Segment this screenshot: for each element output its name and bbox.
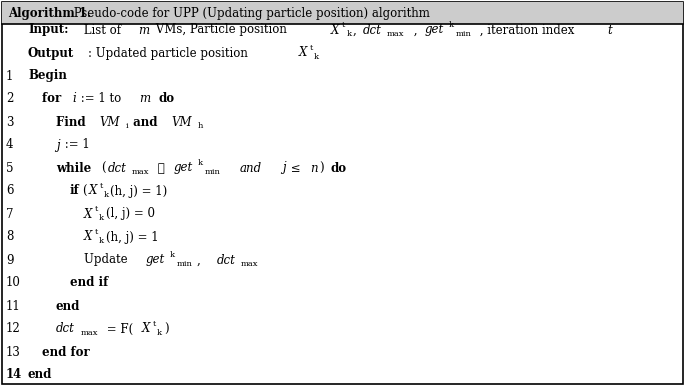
Text: max: max	[80, 329, 98, 337]
Text: min: min	[177, 260, 192, 268]
Text: k: k	[170, 251, 175, 259]
Text: k: k	[198, 159, 203, 167]
Text: Update: Update	[84, 254, 132, 266]
Text: max: max	[240, 260, 258, 268]
Text: dct: dct	[362, 24, 382, 37]
Text: max: max	[132, 168, 149, 176]
Text: 6: 6	[6, 185, 14, 198]
Text: Output: Output	[28, 46, 74, 59]
Text: 2: 2	[6, 93, 14, 105]
Text: 12: 12	[6, 322, 21, 335]
Text: do: do	[330, 161, 347, 174]
Text: (l, j) = 0: (l, j) = 0	[105, 208, 155, 220]
Text: do: do	[158, 93, 174, 105]
Text: VM: VM	[99, 115, 120, 129]
Text: k: k	[157, 329, 162, 337]
Text: 4: 4	[6, 139, 14, 151]
Text: while: while	[56, 161, 91, 174]
Text: X: X	[84, 208, 92, 220]
Text: 14: 14	[6, 369, 22, 381]
Text: 5: 5	[6, 161, 14, 174]
Text: get: get	[145, 254, 164, 266]
Text: k: k	[99, 237, 104, 245]
Text: X: X	[142, 322, 150, 335]
Text: t: t	[95, 228, 98, 236]
Text: t: t	[95, 205, 98, 213]
Text: ,: ,	[197, 254, 212, 266]
Text: for: for	[42, 93, 65, 105]
Text: := 1: := 1	[61, 139, 90, 151]
Text: k: k	[449, 21, 454, 29]
Text: , iteration index: , iteration index	[476, 24, 578, 37]
Text: n: n	[310, 161, 317, 174]
Text: ,: ,	[410, 24, 421, 37]
Text: Input:: Input:	[28, 24, 68, 37]
Text: end if: end if	[70, 276, 108, 290]
Text: j: j	[56, 139, 60, 151]
Text: k: k	[99, 214, 104, 222]
Text: k: k	[347, 30, 351, 38]
Text: t: t	[310, 44, 313, 52]
Text: dct: dct	[216, 254, 235, 266]
Text: get: get	[424, 24, 443, 37]
Text: 7: 7	[6, 208, 14, 220]
Text: := 1 to: := 1 to	[77, 93, 125, 105]
Text: Begin: Begin	[28, 69, 67, 83]
Text: ): )	[319, 161, 328, 174]
Text: X: X	[88, 185, 97, 198]
Text: k: k	[314, 53, 319, 61]
Text: (: (	[83, 185, 87, 198]
Text: (h, j) = 1: (h, j) = 1	[105, 230, 158, 244]
Text: 10: 10	[6, 276, 21, 290]
Text: k: k	[103, 191, 109, 199]
Text: 1: 1	[6, 69, 14, 83]
Text: (h, j) = 1): (h, j) = 1)	[110, 185, 168, 198]
Text: Find: Find	[56, 115, 90, 129]
Text: dct: dct	[56, 322, 75, 335]
Text: (: (	[101, 161, 106, 174]
Text: if: if	[70, 185, 79, 198]
Text: VM: VM	[171, 115, 192, 129]
Text: and: and	[129, 115, 162, 129]
Text: t: t	[608, 24, 612, 37]
Text: X: X	[332, 24, 340, 37]
Text: ≤: ≤	[287, 161, 305, 174]
Bar	[2, 2, 683, 24]
Text: min: min	[205, 168, 221, 176]
Text: get: get	[173, 161, 192, 174]
Text: end for: end for	[42, 345, 90, 359]
Text: 3: 3	[6, 115, 14, 129]
Text: ): )	[164, 322, 169, 335]
Text: : Updated particle position: : Updated particle position	[88, 46, 251, 59]
Text: min: min	[456, 30, 471, 38]
Text: 13: 13	[6, 345, 21, 359]
Text: Algorithm 1.: Algorithm 1.	[8, 7, 91, 20]
Text: VMs, Particle position: VMs, Particle position	[152, 24, 291, 37]
Text: List of: List of	[80, 24, 125, 37]
Text: i: i	[72, 93, 76, 105]
Text: = F(: = F(	[103, 322, 133, 335]
Text: 9: 9	[6, 254, 14, 266]
Text: Pseudo-code for UPP (Updating particle position) algorithm: Pseudo-code for UPP (Updating particle p…	[70, 7, 430, 20]
Text: m: m	[139, 93, 150, 105]
Text: X: X	[299, 46, 307, 59]
Text: end: end	[28, 369, 52, 381]
Text: ,: ,	[353, 24, 360, 37]
Text: m: m	[138, 24, 149, 37]
Text: t: t	[153, 320, 156, 328]
Text: ≻: ≻	[154, 161, 169, 174]
Text: i: i	[126, 122, 129, 130]
Text: h: h	[198, 122, 203, 130]
Text: and: and	[240, 161, 262, 174]
Text: max: max	[387, 30, 405, 38]
Text: 11: 11	[6, 300, 21, 313]
Text: X: X	[84, 230, 92, 244]
Text: 8: 8	[6, 230, 14, 244]
Text: j: j	[283, 161, 286, 174]
Text: end: end	[56, 300, 80, 313]
Text: t: t	[99, 182, 103, 190]
Text: t: t	[342, 21, 345, 29]
Text: dct: dct	[108, 161, 126, 174]
